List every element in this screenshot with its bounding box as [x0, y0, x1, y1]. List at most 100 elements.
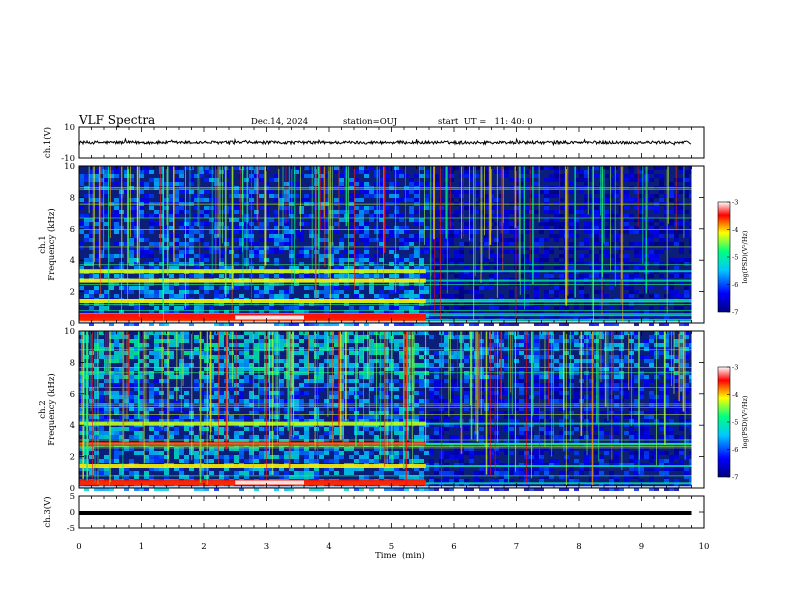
spectrogram-cell [309, 343, 314, 347]
spectrogram-cell [219, 399, 224, 403]
spectrogram-cell [569, 266, 574, 270]
spectrogram-cell [409, 206, 414, 210]
spectrogram-cell [99, 355, 104, 359]
spectrogram-cell [394, 395, 399, 399]
spectrogram-cell [259, 254, 264, 258]
spectrogram-cell [274, 415, 279, 419]
spectrogram-cell [349, 467, 354, 471]
spectrogram-cell [289, 306, 294, 310]
spectrogram-cell [324, 226, 329, 230]
spectrogram-cell [364, 246, 369, 250]
spectrogram-cell [139, 214, 144, 218]
spectrogram-cell [359, 282, 364, 286]
spectrogram-cell [589, 310, 594, 314]
spectrogram-cell [379, 182, 384, 186]
spectrogram-cell [329, 331, 334, 335]
spectrogram-cell [289, 302, 294, 306]
spectrogram-cell [109, 322, 114, 326]
spectrogram-cell [94, 310, 99, 314]
spectrogram-cell [394, 274, 399, 278]
spectrogram-cell [264, 274, 269, 278]
spectrogram-cell [399, 226, 404, 230]
spectrogram-cell [329, 282, 334, 286]
spectrogram-cell [394, 166, 399, 170]
spectrogram-cell [484, 483, 489, 487]
spectrogram-cell [429, 294, 434, 298]
spectrogram-cell [534, 182, 539, 186]
spectrogram-cell [384, 379, 389, 383]
spectrogram-cell [514, 194, 519, 198]
spectrogram-cell [359, 351, 364, 355]
spectrogram-cell [489, 322, 494, 326]
spectrogram-cell [324, 302, 329, 306]
spectrogram-cell [299, 234, 304, 238]
spectrogram-cell [679, 178, 684, 182]
spectrogram-cell [174, 451, 179, 455]
spectrogram-cell [359, 286, 364, 290]
spectrogram-cell [149, 387, 154, 391]
spectrogram-cell [479, 419, 484, 423]
spectrogram-cell [254, 214, 259, 218]
spectrogram-cell [444, 331, 449, 335]
spectrogram-cell [329, 363, 334, 367]
spectrogram-cell [99, 214, 104, 218]
spectrogram-cell [404, 174, 409, 178]
spectrogram-cell [304, 471, 309, 475]
spectrogram-cell [389, 290, 394, 294]
spectrogram-cell [479, 262, 484, 266]
spectrogram-cell [484, 234, 489, 238]
spectrogram-cell [469, 226, 474, 230]
spectrogram-cell [104, 222, 109, 226]
spectrogram-cell [359, 254, 364, 258]
spectrogram-cell [234, 190, 239, 194]
start-time-label: start UT = 11: 40: 0 [438, 117, 533, 127]
spectrogram-cell [489, 302, 494, 306]
spectrogram-cell [204, 282, 209, 286]
spectrogram-cell [234, 254, 239, 258]
spectrogram-cell [504, 210, 509, 214]
spectrogram-cell [594, 254, 599, 258]
spectrogram-cell [254, 487, 259, 491]
spectrogram-cell [429, 306, 434, 310]
spectrogram-cell [229, 206, 234, 210]
spectrogram-cell [579, 190, 584, 194]
spectrogram-cell [124, 322, 129, 326]
spectrogram-cell [489, 447, 494, 451]
spectrogram-cell [549, 190, 554, 194]
spectrogram-cell [374, 230, 379, 234]
spectrogram-cell [344, 274, 349, 278]
spectrogram-cell [384, 310, 389, 314]
spectrogram-cell [494, 266, 499, 270]
spectrogram-cell [84, 262, 89, 266]
spectrogram-cell [239, 431, 244, 435]
spectrogram-cell [104, 411, 109, 415]
spectrogram-cell [534, 286, 539, 290]
spectrogram-cell [309, 246, 314, 250]
spectrogram-cell [319, 322, 324, 326]
spectrogram-cell [314, 487, 319, 491]
spectrogram-cell [109, 391, 114, 395]
spectrogram-cell [569, 290, 574, 294]
spectrogram-cell [134, 475, 139, 479]
spectrogram-cell [319, 238, 324, 242]
spectrogram-cell [444, 347, 449, 351]
spectrogram-cell [149, 391, 154, 395]
spectrogram-cell [124, 351, 129, 355]
spectrogram-cell [129, 262, 134, 266]
spectrogram-cell [544, 194, 549, 198]
spectrogram-cell [284, 302, 289, 306]
spectrogram-cell [184, 234, 189, 238]
spectrogram-cell [584, 230, 589, 234]
spectrogram-cell [669, 222, 674, 226]
spectrogram-cell [379, 302, 384, 306]
spectrogram-cell [79, 226, 84, 230]
spectrogram-cell [169, 431, 174, 435]
spectrogram-cell [359, 214, 364, 218]
spectrogram-cell [434, 182, 439, 186]
spectrogram-cell [384, 367, 389, 371]
spectrogram-cell [354, 274, 359, 278]
spectrogram-cell [679, 274, 684, 278]
spectrogram-cell [209, 178, 214, 182]
spectrogram-cell [559, 182, 564, 186]
spectrogram-cell [329, 375, 334, 379]
